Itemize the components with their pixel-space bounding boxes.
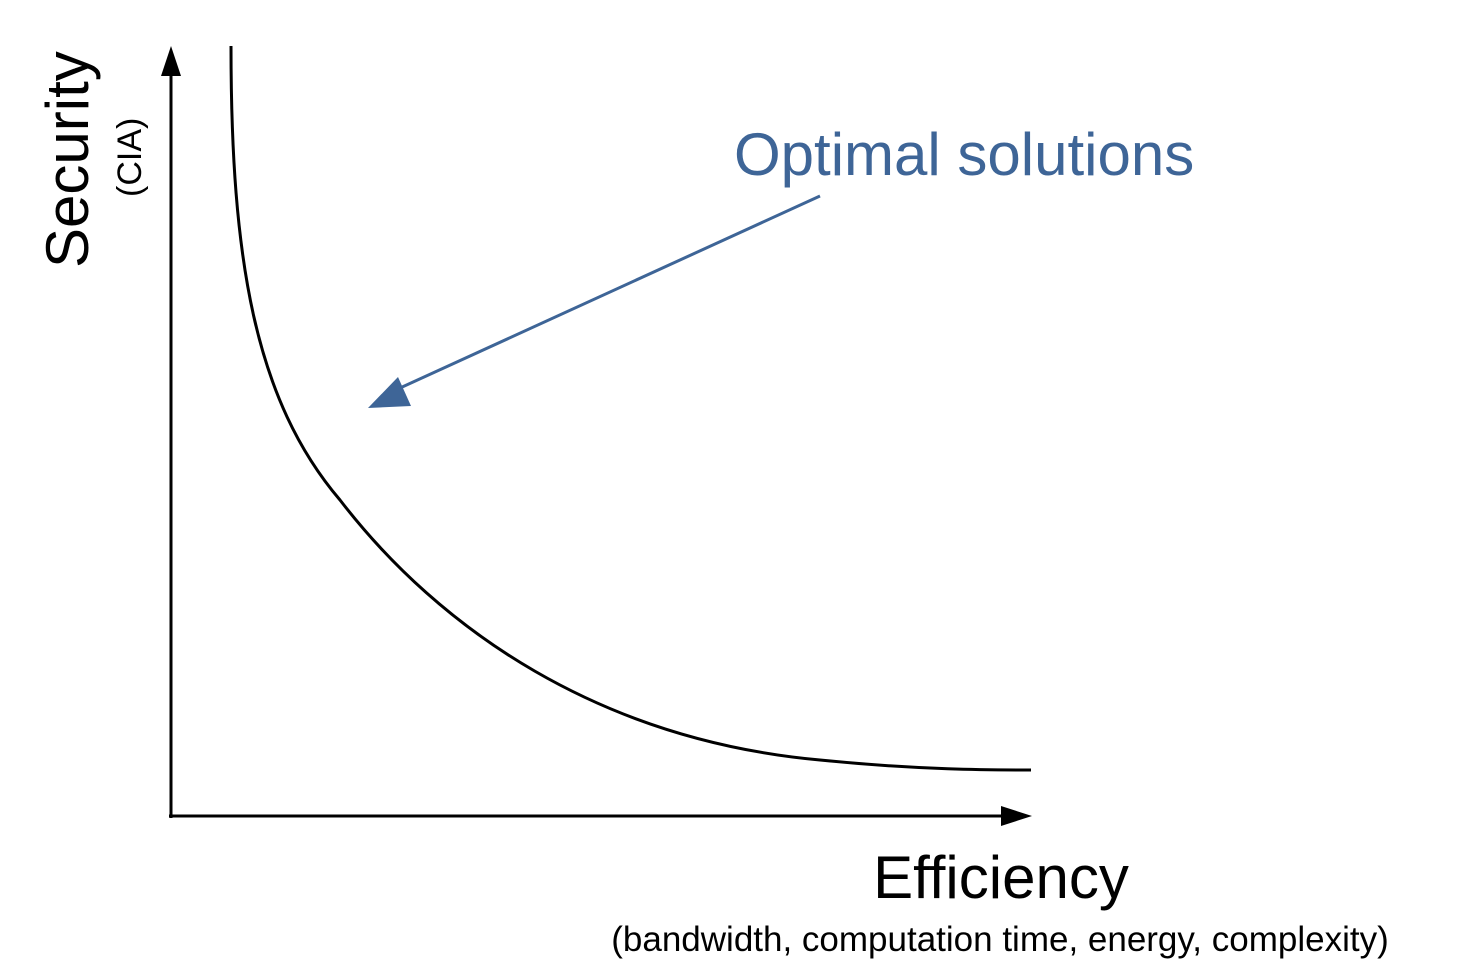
tradeoff-curve [229,45,1032,772]
annotation-arrow-line [399,194,821,390]
x-axis-sublabel: (bandwidth, computation time, energy, co… [611,920,1389,959]
y-axis-arrowhead [161,46,181,76]
y-axis-label: Security [34,51,101,268]
x-axis-label: Efficiency [873,844,1129,911]
x-axis-arrowhead [1001,806,1032,826]
annotation-arrowhead [368,377,411,408]
y-axis-sublabel: (CIA) [111,118,149,197]
annotation-label: Optimal solutions [734,121,1194,188]
